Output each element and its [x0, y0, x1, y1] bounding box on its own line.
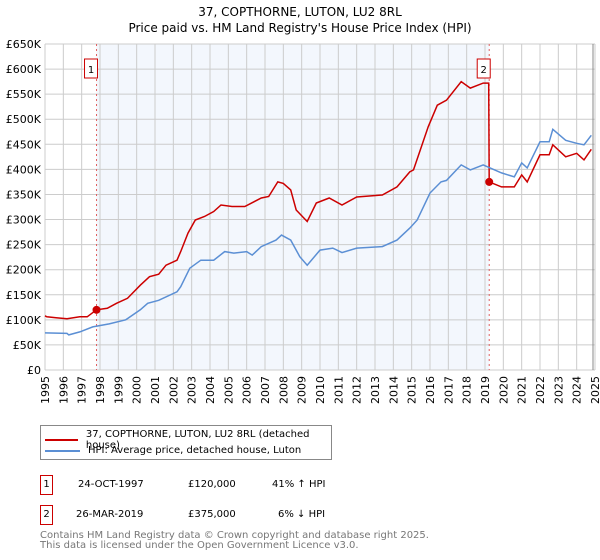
x-tick-label: 1996	[57, 376, 70, 404]
x-tick-label: 2020	[497, 376, 510, 404]
legend: 37, COPTHORNE, LUTON, LU2 8RL (detached …	[40, 425, 332, 460]
x-tick-label: 2023	[552, 376, 565, 404]
footer-line: This data is licensed under the Open Gov…	[40, 540, 359, 551]
x-tick-label: 2015	[406, 376, 419, 404]
y-tick-label: £100K	[6, 314, 42, 327]
x-tick-label: 2018	[461, 376, 474, 404]
legend-swatch-blue	[45, 449, 80, 452]
legend-swatch-red	[45, 439, 78, 441]
x-tick-label: 2002	[167, 376, 180, 404]
chart-title: 37, COPTHORNE, LUTON, LU2 8RL	[198, 5, 402, 19]
y-tick-label: £50K	[13, 339, 42, 352]
y-tick-label: £300K	[6, 214, 42, 227]
legend-item-hpi: HPI: Average price, detached house, Luto…	[45, 445, 301, 456]
x-tick-label: 2008	[277, 376, 290, 404]
x-tick-label: 2003	[186, 376, 199, 404]
x-tick-label: 2011	[332, 376, 345, 404]
x-tick-label: 2010	[314, 376, 327, 404]
footer-line: Contains HM Land Registry data © Crown c…	[40, 530, 429, 541]
x-tick-label: 2006	[241, 376, 254, 404]
x-tick-label: 2017	[442, 376, 455, 404]
footer: Contains HM Land Registry data © Crown c…	[40, 531, 429, 551]
y-tick-label: £200K	[6, 264, 42, 277]
y-tick-label: £350K	[6, 188, 42, 201]
x-tick-label: 2025	[589, 376, 600, 404]
sale-date: 26-MAR-2019	[76, 509, 144, 520]
sale-label-box	[84, 58, 99, 79]
y-tick-label: £450K	[6, 138, 42, 151]
x-tick-label: 2021	[516, 376, 529, 404]
x-tick-label: 1997	[76, 376, 89, 404]
sale-price: £120,000	[188, 479, 236, 490]
legend-label: 37, COPTHORNE, LUTON, LU2 8RL (detached …	[85, 429, 310, 451]
x-tick-label: 1999	[112, 376, 125, 404]
x-tick-label: 2000	[131, 376, 144, 404]
x-tick-label: 2012	[351, 376, 364, 404]
legend-item-property: 37, COPTHORNE, LUTON, LU2 8RL (detached …	[45, 429, 331, 451]
x-tick-label: 2001	[149, 376, 162, 404]
x-tick-label: 2009	[296, 376, 309, 404]
y-tick-label: £150K	[6, 289, 42, 302]
transaction-row: 2 26-MAR-2019 £375,000 6% ↓ HPI	[40, 505, 360, 525]
chart-subtitle: Price paid vs. HM Land Registry's House …	[128, 21, 471, 35]
x-tick-label: 2022	[534, 376, 547, 404]
sale-label: 1	[88, 65, 94, 76]
x-tick-label: 2007	[259, 376, 272, 404]
sale-point	[485, 177, 494, 186]
y-tick-label: £650K	[6, 38, 42, 51]
marker-badge: 1	[40, 475, 53, 495]
marker-badge: 2	[40, 505, 53, 525]
property-price-line	[44, 80, 592, 320]
x-tick-label: 2019	[479, 376, 492, 404]
hpi-diff: 6% ↓ HPI	[278, 509, 326, 520]
hpi-diff: 41% ↑ HPI	[272, 479, 326, 490]
sale-label-box	[476, 58, 491, 79]
y-tick-label: £600K	[6, 63, 42, 76]
y-tick-label: £0	[27, 364, 41, 377]
transaction-row: 1 24-OCT-1997 £120,000 41% ↑ HPI	[40, 475, 360, 495]
x-tick-label: 2024	[571, 376, 584, 404]
x-tick-label: 1998	[94, 376, 107, 404]
y-tick-label: £250K	[6, 239, 42, 252]
x-tick-label: 2005	[222, 376, 235, 404]
x-tick-label: 1995	[39, 376, 52, 404]
hpi-line	[44, 127, 592, 336]
sale-date: 24-OCT-1997	[78, 479, 144, 490]
legend-label: HPI: Average price, detached house, Luto…	[88, 445, 302, 456]
x-tick-label: 2004	[204, 376, 217, 404]
y-tick-label: £500K	[6, 113, 42, 126]
x-tick-label: 2014	[387, 376, 400, 404]
y-tick-label: £550K	[6, 88, 42, 101]
y-tick-label: £400K	[6, 163, 42, 176]
x-tick-label: 2013	[369, 376, 382, 404]
price-chart: 37, COPTHORNE, LUTON, LU2 8RL Price paid …	[6, 5, 600, 404]
sale-label: 2	[481, 65, 487, 76]
sale-price: £375,000	[188, 509, 236, 520]
sale-point	[92, 305, 101, 314]
x-tick-label: 2016	[424, 376, 437, 404]
